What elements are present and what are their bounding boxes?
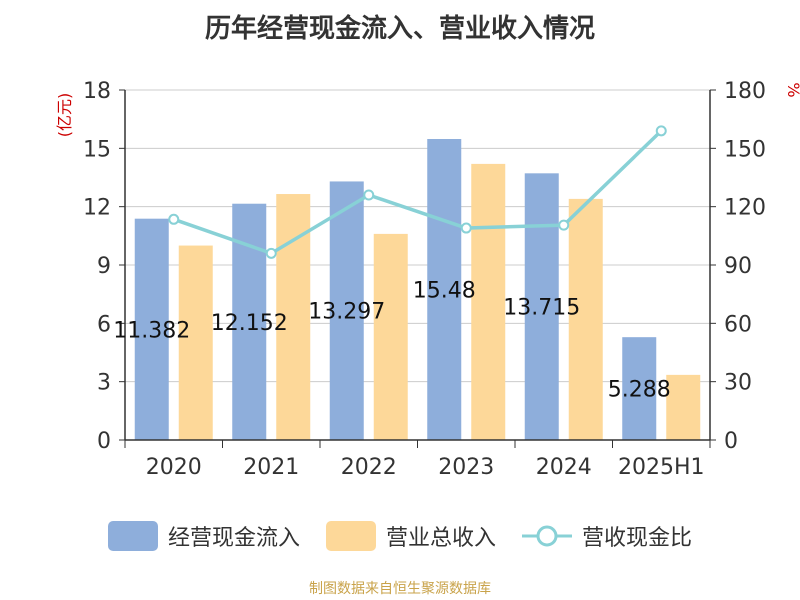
y-right-tick-label: 120 <box>724 196 766 221</box>
legend-item-ratio[interactable]: 营收现金比 <box>522 520 692 552</box>
bar-revenue <box>373 233 408 440</box>
y-right-tick-label: 90 <box>724 254 752 279</box>
ratio-point <box>363 189 375 201</box>
legend-swatch-revenue <box>325 521 376 551</box>
bar-revenue <box>666 374 701 440</box>
ratio-point <box>655 125 667 137</box>
data-label: 5.288 <box>608 378 671 403</box>
ratio-point <box>265 247 277 259</box>
bar-cash-inflow <box>329 181 364 441</box>
y-left-tick-label: 9 <box>97 254 111 279</box>
data-label: 13.297 <box>308 300 385 325</box>
ratio-point <box>460 222 472 234</box>
bar-layer <box>134 139 701 441</box>
y-left-tick-label: 6 <box>97 312 111 337</box>
grid-layer <box>125 89 710 383</box>
legend-item-cash-inflow[interactable]: 经营现金流入 <box>107 520 300 552</box>
bar-revenue <box>178 245 213 440</box>
data-label: 12.152 <box>211 311 288 336</box>
chart-title: 历年经营现金流入、营业收入情况 <box>204 14 595 44</box>
y-left-tick-label: 15 <box>83 137 111 162</box>
source-footer: 制图数据来自恒生聚源数据库 <box>309 581 491 597</box>
legend-label-ratio: 营收现金比 <box>582 526 693 551</box>
bar-cash-inflow <box>427 139 462 440</box>
legend-swatch-ratio <box>522 525 572 547</box>
legend-swatch-cash-inflow <box>107 521 158 551</box>
line-layer <box>168 125 667 259</box>
y-left-tick-label: 18 <box>83 79 111 104</box>
y-right-tick-label: 60 <box>724 312 752 337</box>
data-label: 15.48 <box>413 279 476 304</box>
x-tick-label: 2020 <box>146 455 202 480</box>
x-tick-label: 2025H1 <box>618 455 705 480</box>
ratio-point <box>168 213 180 225</box>
legend-label-cash-inflow: 经营现金流入 <box>167 526 300 551</box>
x-tick-label: 2021 <box>243 455 299 480</box>
bar-cash-inflow <box>524 173 559 440</box>
y-right-tick-label: 0 <box>724 429 738 454</box>
y-right-tick-label: 180 <box>724 79 766 104</box>
y-right-tick-label: 30 <box>724 371 752 396</box>
x-tick-label: 2024 <box>536 455 592 480</box>
data-label: 11.382 <box>113 318 190 343</box>
bar-cash-inflow <box>134 218 169 440</box>
y-left-axis-label: (亿元) <box>55 93 74 138</box>
y-right-axis-label: % <box>784 82 800 97</box>
ratio-point <box>558 219 570 231</box>
legend-label-revenue: 营业总收入 <box>385 526 496 551</box>
y-left-tick-label: 12 <box>83 196 111 221</box>
bar-revenue <box>568 198 603 440</box>
bar-revenue <box>471 163 506 440</box>
legend: 经营现金流入 营业总收入 营收现金比 <box>0 516 800 556</box>
data-label-layer: 11.382 12.152 13.297 15.48 13.715 5.288 <box>113 279 670 403</box>
y-left-tick-label: 3 <box>97 371 111 396</box>
data-label: 13.715 <box>503 296 580 321</box>
y-left-tick-label: 0 <box>97 429 111 454</box>
ratio-line <box>173 129 663 256</box>
x-tick-label: 2023 <box>438 455 494 480</box>
bar-cash-inflow <box>622 337 657 440</box>
legend-item-revenue[interactable]: 营业总收入 <box>325 520 496 552</box>
axis-layer: 03691215180306090120150180(亿元)%202020212… <box>55 79 800 480</box>
x-tick-label: 2022 <box>341 455 397 480</box>
y-right-tick-label: 150 <box>724 137 766 162</box>
